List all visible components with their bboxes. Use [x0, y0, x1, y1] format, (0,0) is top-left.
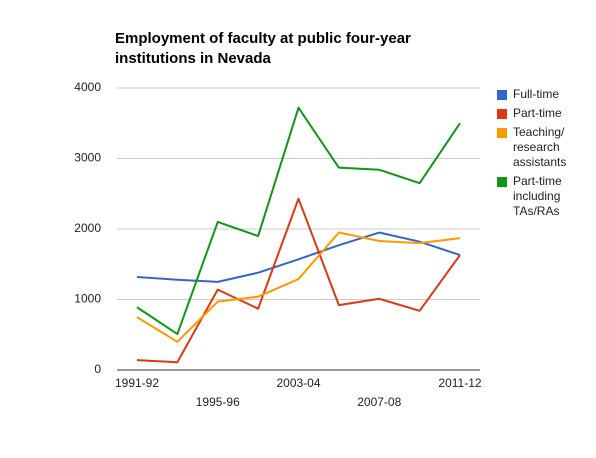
- series-line: [136, 197, 461, 364]
- legend-label: Part-time including TAs/RAs: [513, 174, 562, 218]
- legend-swatch: [497, 90, 507, 100]
- legend-entry: Full-time: [497, 87, 592, 102]
- legend-swatch: [497, 128, 507, 138]
- legend-label: Part-time: [513, 106, 562, 120]
- y-tick-label: 1000: [74, 292, 101, 306]
- legend-entry: Part-time: [497, 106, 592, 121]
- legend-label: Teaching/ research assistants: [513, 125, 567, 169]
- y-tick-label: 0: [94, 362, 101, 376]
- legend-swatch: [497, 109, 507, 119]
- legend: Full-time Part-time Teaching/ research ass…: [497, 87, 592, 223]
- legend-entry: Part-time including TAs/RAs: [497, 174, 592, 219]
- y-tick-label: 2000: [74, 221, 101, 235]
- x-tick-label: 2007-08: [357, 395, 401, 409]
- y-tick-label: 3000: [74, 151, 101, 165]
- x-tick-label: 2011-12: [438, 376, 481, 390]
- chart-title: Employment of faculty at public four-yea…: [115, 30, 411, 67]
- x-tick-label: 2003-04: [276, 376, 320, 390]
- x-tick-label: 1995-96: [196, 395, 240, 409]
- legend-entry: Teaching/ research assistants: [497, 125, 592, 170]
- series-line: [136, 231, 461, 343]
- legend-swatch: [497, 177, 507, 187]
- y-tick-label: 4000: [74, 80, 101, 94]
- legend-label: Full-time: [513, 87, 560, 101]
- series-line: [136, 231, 461, 283]
- series-line: [136, 106, 461, 336]
- x-tick-label: 1991-92: [115, 376, 159, 390]
